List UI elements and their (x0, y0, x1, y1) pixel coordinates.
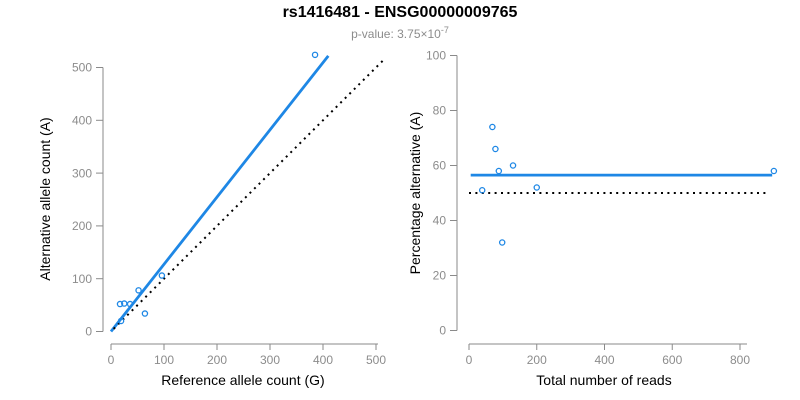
identity-line (112, 58, 385, 330)
y-tick-label: 20 (433, 269, 447, 283)
data-point (311, 51, 319, 59)
y-axis-title: Percentage alternative (A) (407, 112, 423, 275)
y-tick-label: 80 (433, 104, 447, 118)
x-tick-label: 0 (466, 353, 473, 367)
x-tick-label: 100 (154, 353, 174, 367)
data-point (135, 287, 142, 294)
data-point (770, 167, 778, 175)
pvalue-exponent: -7 (440, 25, 449, 35)
data-point (121, 300, 128, 307)
y-tick-label: 300 (72, 166, 92, 180)
y-tick-label: 500 (72, 61, 92, 75)
y-tick-label: 100 (72, 272, 92, 286)
data-point (126, 300, 134, 308)
x-tick-label: 0 (108, 353, 115, 367)
x-tick-label: 400 (313, 353, 333, 367)
y-tick-label: 200 (72, 219, 92, 233)
x-tick-label: 200 (527, 353, 547, 367)
data-point (498, 239, 506, 246)
data-point (116, 300, 124, 308)
figure-title: rs1416481 - ENSG00000009765 (282, 4, 518, 21)
data-point (495, 167, 503, 175)
pvalue-text: p-value: 3.75×10 (351, 27, 441, 41)
y-tick-label: 40 (433, 214, 447, 228)
data-point (509, 162, 517, 169)
figure-subtitle: p-value: 3.75×10-7 (0, 25, 800, 41)
y-tick-label: 400 (72, 114, 92, 128)
data-point (492, 145, 499, 153)
x-axis-title: Reference allele count (G) (161, 372, 324, 388)
data-point (478, 186, 486, 194)
y-axis-title: Alternative allele count (A) (37, 117, 53, 280)
x-tick-label: 600 (662, 353, 682, 367)
data-point (158, 272, 166, 279)
data-point (533, 184, 541, 191)
data-point (117, 317, 125, 325)
x-axis-title: Total number of reads (536, 372, 671, 388)
y-tick-label: 0 (85, 325, 92, 339)
fit-line (109, 55, 330, 333)
x-tick-label: 200 (207, 353, 227, 367)
x-tick-label: 300 (260, 353, 280, 367)
y-tick-label: 100 (426, 49, 446, 63)
data-point (489, 123, 496, 131)
x-tick-label: 800 (730, 353, 750, 367)
y-tick-label: 0 (439, 324, 446, 338)
x-tick-label: 400 (594, 353, 614, 367)
y-tick-label: 60 (433, 159, 447, 173)
x-tick-label: 500 (366, 353, 386, 367)
data-point (141, 310, 149, 317)
